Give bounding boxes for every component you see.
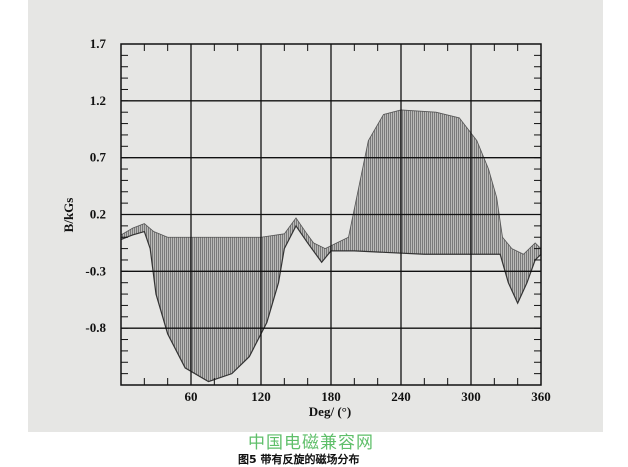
scanned-page-background xyxy=(28,0,603,432)
watermark: 中国电磁兼容网 xyxy=(248,433,374,453)
x-tick-label: 120 xyxy=(251,389,271,404)
figure-caption: 图5 带有反旋的磁场分布 xyxy=(238,453,360,466)
field-envelope-band xyxy=(121,109,541,382)
y-tick-label: -0.8 xyxy=(85,320,106,335)
x-axis-label: Deg/ (°) xyxy=(309,404,351,419)
y-tick-label: 0.7 xyxy=(90,150,107,165)
lower-envelope-line xyxy=(120,224,542,383)
x-tick-label: 360 xyxy=(531,389,551,404)
y-tick-label: 0.2 xyxy=(90,207,106,222)
x-tick-label: 240 xyxy=(391,389,411,404)
upper-envelope-line xyxy=(120,109,542,255)
y-axis-label: B/kGs xyxy=(61,198,76,233)
x-tick-label: 180 xyxy=(321,389,341,404)
y-tick-label: 1.2 xyxy=(90,93,106,108)
y-tick-label: -0.3 xyxy=(85,263,106,278)
x-tick-label: 60 xyxy=(185,389,198,404)
x-tick-label: 300 xyxy=(461,389,481,404)
y-tick-label: 1.7 xyxy=(90,36,107,51)
